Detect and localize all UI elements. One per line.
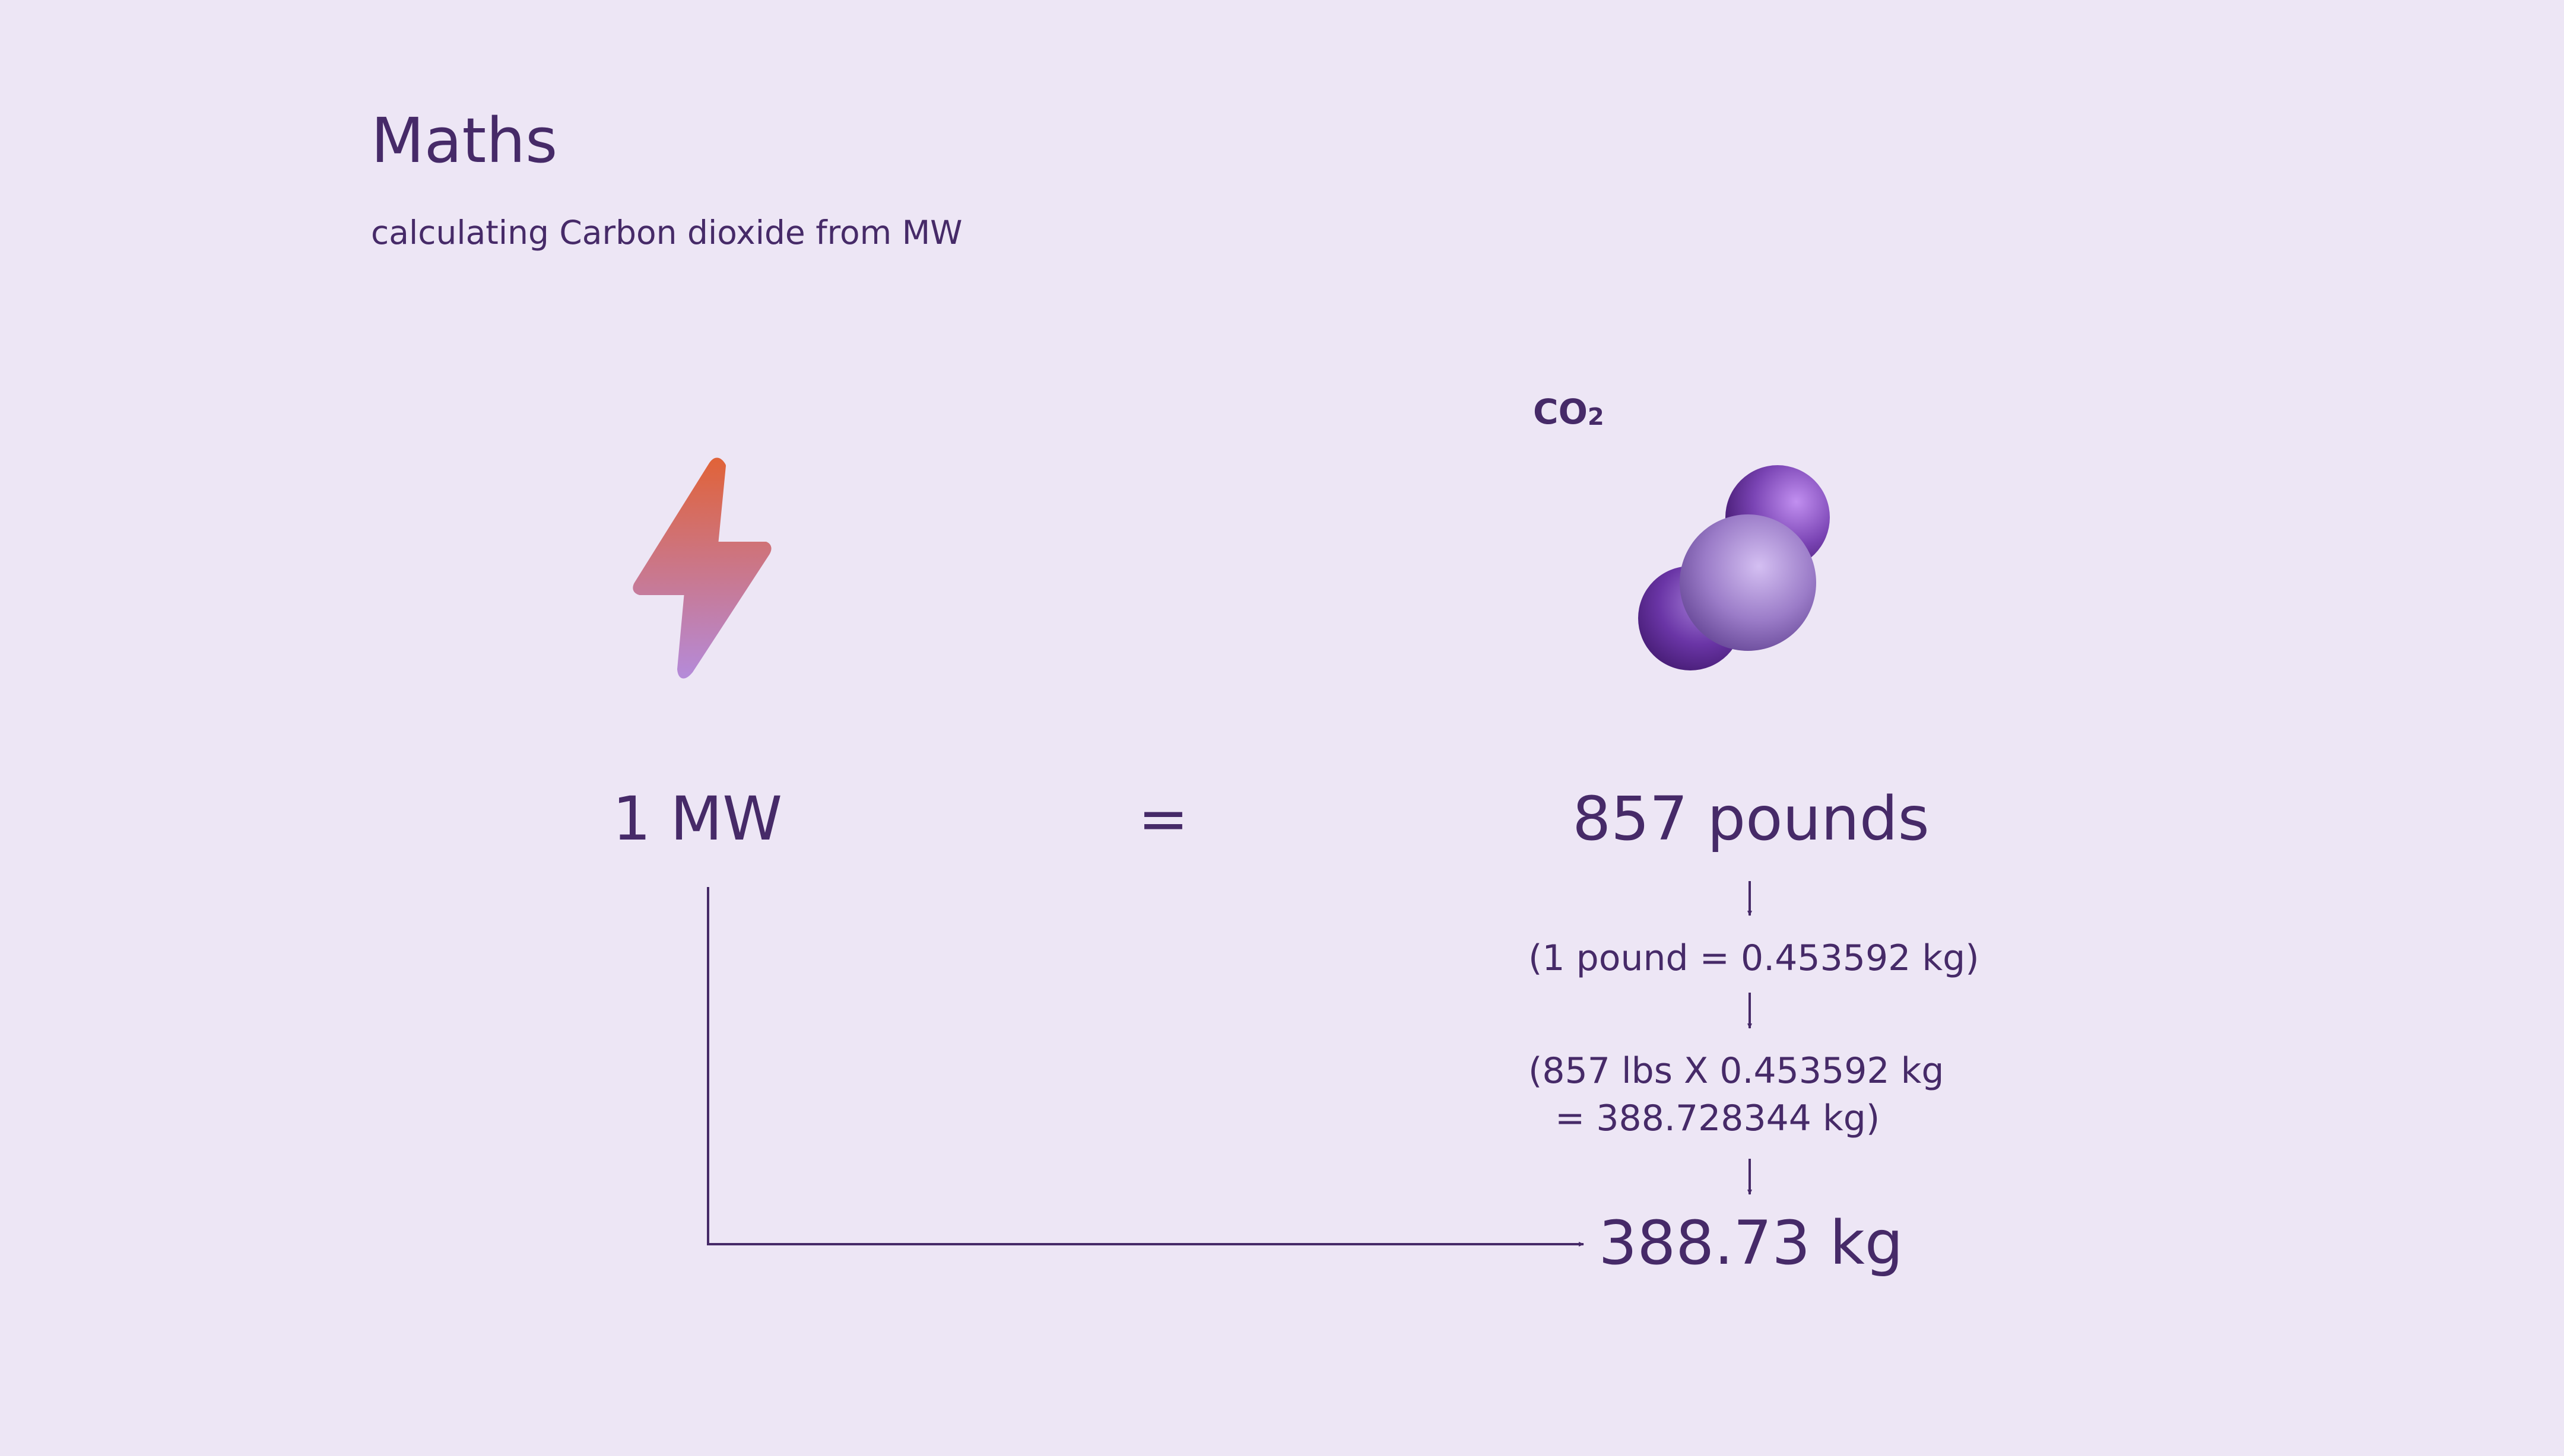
conversion-step: (1 pound = 0.453592 kg) [1528, 937, 1979, 979]
lightning-bolt-icon [633, 457, 772, 679]
result-value: 388.73 kg [1598, 1208, 1903, 1279]
equation-rhs: 857 pounds [1572, 784, 1930, 854]
co2-molecule-icon [1638, 465, 1830, 670]
calculation-line-1: (857 lbs X 0.453592 kg [1528, 1050, 1944, 1092]
co2-label-subscript: 2 [1587, 403, 1604, 431]
page-title: Maths [371, 104, 558, 177]
connector-arrow [707, 887, 1584, 1247]
equation-lhs: 1 MW [612, 784, 783, 854]
calculation-line-2: = 388.728344 kg) [1555, 1098, 1880, 1139]
page-subtitle: calculating Carbon dioxide from MW [371, 214, 963, 252]
equals-sign: = [1138, 784, 1189, 854]
co2-label-main: CO [1533, 392, 1588, 432]
co2-label: CO2 [1533, 395, 1604, 429]
carbon-atom-icon [1680, 514, 1816, 651]
